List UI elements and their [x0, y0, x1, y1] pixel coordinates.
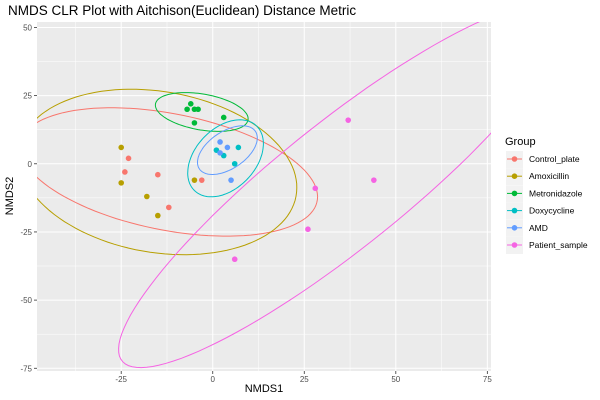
- legend-label: AMD: [529, 223, 548, 233]
- x-tick-label: 75: [483, 375, 492, 384]
- y-tick-label: -50: [20, 296, 32, 305]
- ellipse-control-plate: [37, 107, 319, 237]
- legend-label: Amoxicillin: [529, 171, 569, 181]
- point-doxycycline: [235, 144, 242, 151]
- legend-label: Metronidazole: [529, 188, 583, 198]
- y-axis-title: NMDS2: [4, 177, 16, 216]
- y-tick-label: -25: [20, 228, 32, 237]
- legend: Group Control_plate Amoxicillin Metronidaz…: [505, 136, 588, 254]
- point-metronidazole: [187, 100, 194, 107]
- legend-key-point: [511, 242, 518, 248]
- legend-label: Patient_sample: [529, 240, 588, 250]
- point-metronidazole: [195, 106, 201, 113]
- y-tick-label: -75: [20, 364, 32, 373]
- point-control-plate: [122, 169, 128, 175]
- point-doxycycline: [231, 160, 238, 167]
- legend-item-doxycycline: Doxycycline: [506, 202, 575, 220]
- x-tick-label: 0: [211, 375, 216, 384]
- point-metronidazole: [184, 106, 190, 113]
- point-patient-sample: [312, 185, 319, 192]
- point-patient-sample: [345, 117, 352, 123]
- point-amd: [217, 150, 223, 156]
- x-tick-label: 50: [391, 375, 400, 384]
- legend-item-control-plate: Control_plate: [506, 151, 580, 168]
- plot-panel: [37, 22, 491, 371]
- point-patient-sample: [371, 177, 377, 183]
- legend-item-patient-sample: Patient_sample: [506, 237, 588, 254]
- ellipse-doxycycline: [187, 119, 264, 198]
- ellipse-metronidazole: [154, 92, 249, 132]
- legend-key-point: [511, 207, 518, 214]
- point-metronidazole: [191, 120, 198, 126]
- point-control-plate: [125, 155, 132, 162]
- legend-label: Doxycycline: [529, 206, 575, 216]
- point-amoxicillin: [191, 177, 198, 183]
- legend-item-amd: AMD: [506, 219, 548, 237]
- ellipse-patient-sample: [118, 22, 491, 369]
- point-control-plate: [166, 204, 172, 211]
- point-patient-sample: [231, 256, 238, 263]
- point-patient-sample: [305, 226, 311, 233]
- point-control-plate: [198, 177, 205, 183]
- point-amoxicillin: [118, 180, 125, 186]
- point-amoxicillin: [144, 193, 150, 200]
- group-ellipses: [37, 22, 491, 369]
- point-amd: [217, 139, 223, 145]
- x-tick-label: 25: [300, 375, 309, 384]
- legend-key-point: [511, 190, 518, 197]
- point-control-plate: [155, 171, 161, 178]
- axis-ticks: -25 0 25 50 75 -75 -50 -25 0 25 50: [20, 23, 492, 384]
- y-tick-label: 50: [23, 23, 32, 32]
- point-amoxicillin: [118, 144, 125, 151]
- y-tick-label: 0: [28, 160, 33, 169]
- grid-lines: [37, 22, 491, 371]
- legend-item-amoxicillin: Amoxicillin: [506, 168, 569, 186]
- ellipse-amd: [197, 125, 258, 175]
- chart-title: NMDS CLR Plot with Aitchison(Euclidean) …: [8, 3, 356, 18]
- point-amd: [228, 177, 234, 183]
- legend-item-metronidazole: Metronidazole: [506, 185, 583, 203]
- legend-label: Control_plate: [529, 154, 580, 164]
- legend-title: Group: [505, 136, 536, 148]
- y-tick-label: 25: [23, 92, 32, 101]
- point-amd: [224, 144, 231, 151]
- data-points: [118, 100, 377, 263]
- x-axis-title: NMDS1: [245, 383, 284, 395]
- x-tick-label: -25: [115, 375, 127, 384]
- legend-key-point: [511, 173, 518, 179]
- legend-key-point: [511, 156, 518, 162]
- point-amoxicillin: [155, 212, 161, 219]
- legend-key-point: [511, 225, 518, 231]
- point-metronidazole: [220, 114, 227, 121]
